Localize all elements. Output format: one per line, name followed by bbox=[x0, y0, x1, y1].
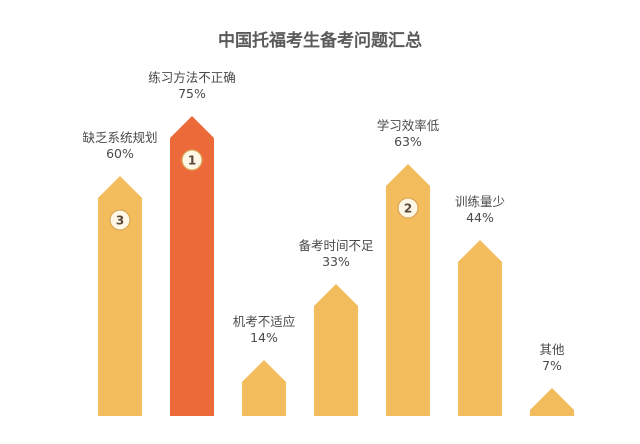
rank-label-5: 2 bbox=[404, 202, 412, 216]
value-label-3: 14% bbox=[250, 330, 278, 345]
value-label-6: 44% bbox=[466, 210, 494, 225]
category-label-5: 学习效率低 bbox=[377, 118, 440, 133]
rank-label-2: 1 bbox=[188, 154, 196, 168]
category-label-6: 训练量少 bbox=[455, 194, 505, 209]
category-label-2: 练习方法不正确 bbox=[148, 70, 236, 85]
category-label-1: 缺乏系统规划 bbox=[82, 130, 157, 145]
bar-5 bbox=[386, 164, 430, 416]
rank-badge-1 bbox=[109, 209, 131, 231]
bar-3 bbox=[242, 360, 286, 416]
chart-title: 中国托福考生备考问题汇总 bbox=[218, 30, 422, 51]
category-label-3: 机考不适应 bbox=[233, 314, 296, 329]
rank-badge-5 bbox=[397, 197, 419, 219]
rank-badge-2 bbox=[181, 149, 203, 171]
category-label-7: 其他 bbox=[539, 342, 565, 357]
rank-label-1: 3 bbox=[116, 214, 124, 228]
bar-2 bbox=[170, 116, 214, 416]
value-label-7: 7% bbox=[542, 358, 562, 373]
bar-1 bbox=[98, 176, 142, 416]
value-label-5: 63% bbox=[394, 134, 422, 149]
value-label-2: 75% bbox=[178, 86, 206, 101]
value-label-1: 60% bbox=[106, 146, 134, 161]
bar-6 bbox=[458, 240, 502, 416]
bar-4 bbox=[314, 284, 358, 416]
category-label-4: 备考时间不足 bbox=[298, 238, 374, 253]
value-label-4: 33% bbox=[322, 254, 350, 269]
bar-7 bbox=[530, 388, 574, 416]
